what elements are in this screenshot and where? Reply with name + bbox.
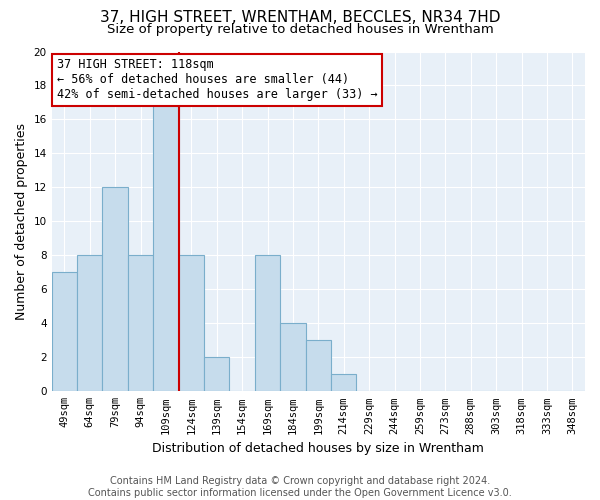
Bar <box>280 324 305 392</box>
Text: Contains HM Land Registry data © Crown copyright and database right 2024.
Contai: Contains HM Land Registry data © Crown c… <box>88 476 512 498</box>
Bar <box>153 102 179 392</box>
Y-axis label: Number of detached properties: Number of detached properties <box>15 123 28 320</box>
Text: 37 HIGH STREET: 118sqm
← 56% of detached houses are smaller (44)
42% of semi-det: 37 HIGH STREET: 118sqm ← 56% of detached… <box>57 58 377 102</box>
Bar <box>331 374 356 392</box>
Bar <box>128 256 153 392</box>
Bar <box>52 272 77 392</box>
Text: 37, HIGH STREET, WRENTHAM, BECCLES, NR34 7HD: 37, HIGH STREET, WRENTHAM, BECCLES, NR34… <box>100 10 500 25</box>
Text: Size of property relative to detached houses in Wrentham: Size of property relative to detached ho… <box>107 22 493 36</box>
Bar <box>77 256 103 392</box>
Bar <box>179 256 204 392</box>
Bar <box>103 188 128 392</box>
Bar <box>204 358 229 392</box>
X-axis label: Distribution of detached houses by size in Wrentham: Distribution of detached houses by size … <box>152 442 484 455</box>
Bar <box>255 256 280 392</box>
Bar <box>305 340 331 392</box>
